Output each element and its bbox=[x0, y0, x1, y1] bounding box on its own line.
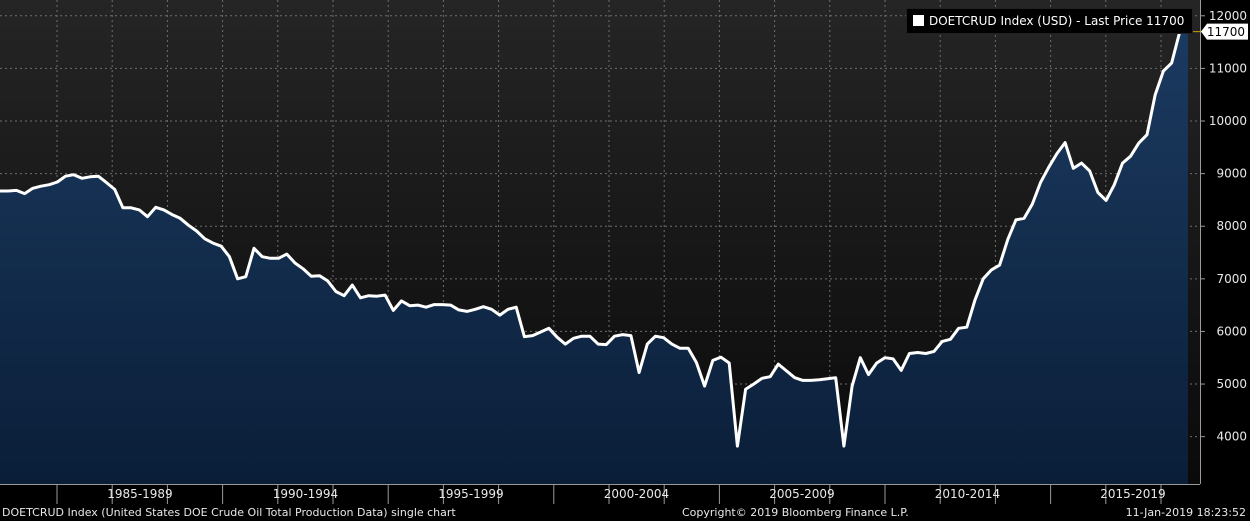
y-axis: 4000 5000 6000 7000 8000 9000 10000 11000 12000 bbox=[1200, 0, 1250, 504]
footer-timestamp: 11-Jan-2019 18:23:52 bbox=[1125, 506, 1246, 519]
x-tick-label: 2000-2004 bbox=[604, 487, 669, 501]
legend-label: DOETCRUD Index (USD) - Last Price 11700 bbox=[929, 14, 1185, 28]
series-line bbox=[0, 30, 1188, 448]
y-tick-label: 12000 bbox=[1209, 9, 1247, 23]
y-tick-label: 10000 bbox=[1209, 114, 1247, 128]
x-tick-label: 2010-2014 bbox=[935, 487, 1000, 501]
y-tick-label: 8000 bbox=[1216, 219, 1247, 233]
x-tick-label: 2005-2009 bbox=[769, 487, 834, 501]
x-tick-label: 2015-2019 bbox=[1100, 487, 1165, 501]
y-tick-label: 11000 bbox=[1209, 61, 1247, 75]
y-tick-label: 5000 bbox=[1216, 377, 1247, 391]
footer-copyright: Copyright© 2019 Bloomberg Finance L.P. bbox=[682, 506, 909, 519]
x-tick-label: 1985-1989 bbox=[107, 487, 172, 501]
y-tick-label: 6000 bbox=[1216, 324, 1247, 338]
y-tick-label: 7000 bbox=[1216, 272, 1247, 286]
footer-security-description: DOETCRUD Index (United States DOE Crude … bbox=[2, 506, 456, 519]
x-tick-label: 1995-1999 bbox=[438, 487, 503, 501]
legend-swatch bbox=[913, 15, 924, 26]
y-axis-band bbox=[1200, 0, 1250, 504]
price-chart: 1985-1989 1990-1994 1995-1999 2000-2004 2005… bbox=[0, 0, 1250, 504]
last-price-tag: 11700 bbox=[1188, 23, 1248, 40]
x-tick-label: 1990-1994 bbox=[273, 487, 338, 501]
last-price-tag-box bbox=[1201, 23, 1248, 40]
legend: DOETCRUD Index (USD) - Last Price 11700 bbox=[906, 8, 1194, 34]
y-tick-label: 9000 bbox=[1216, 167, 1247, 181]
last-price-tag-text: 11700 bbox=[1207, 25, 1245, 39]
footer-bar: DOETCRUD Index (United States DOE Crude … bbox=[0, 504, 1250, 521]
x-axis: 1985-1989 1990-1994 1995-1999 2000-2004 2005… bbox=[0, 484, 1250, 504]
y-tick-label: 4000 bbox=[1216, 430, 1247, 444]
x-axis-band bbox=[0, 484, 1250, 504]
series-area bbox=[0, 31, 1188, 484]
